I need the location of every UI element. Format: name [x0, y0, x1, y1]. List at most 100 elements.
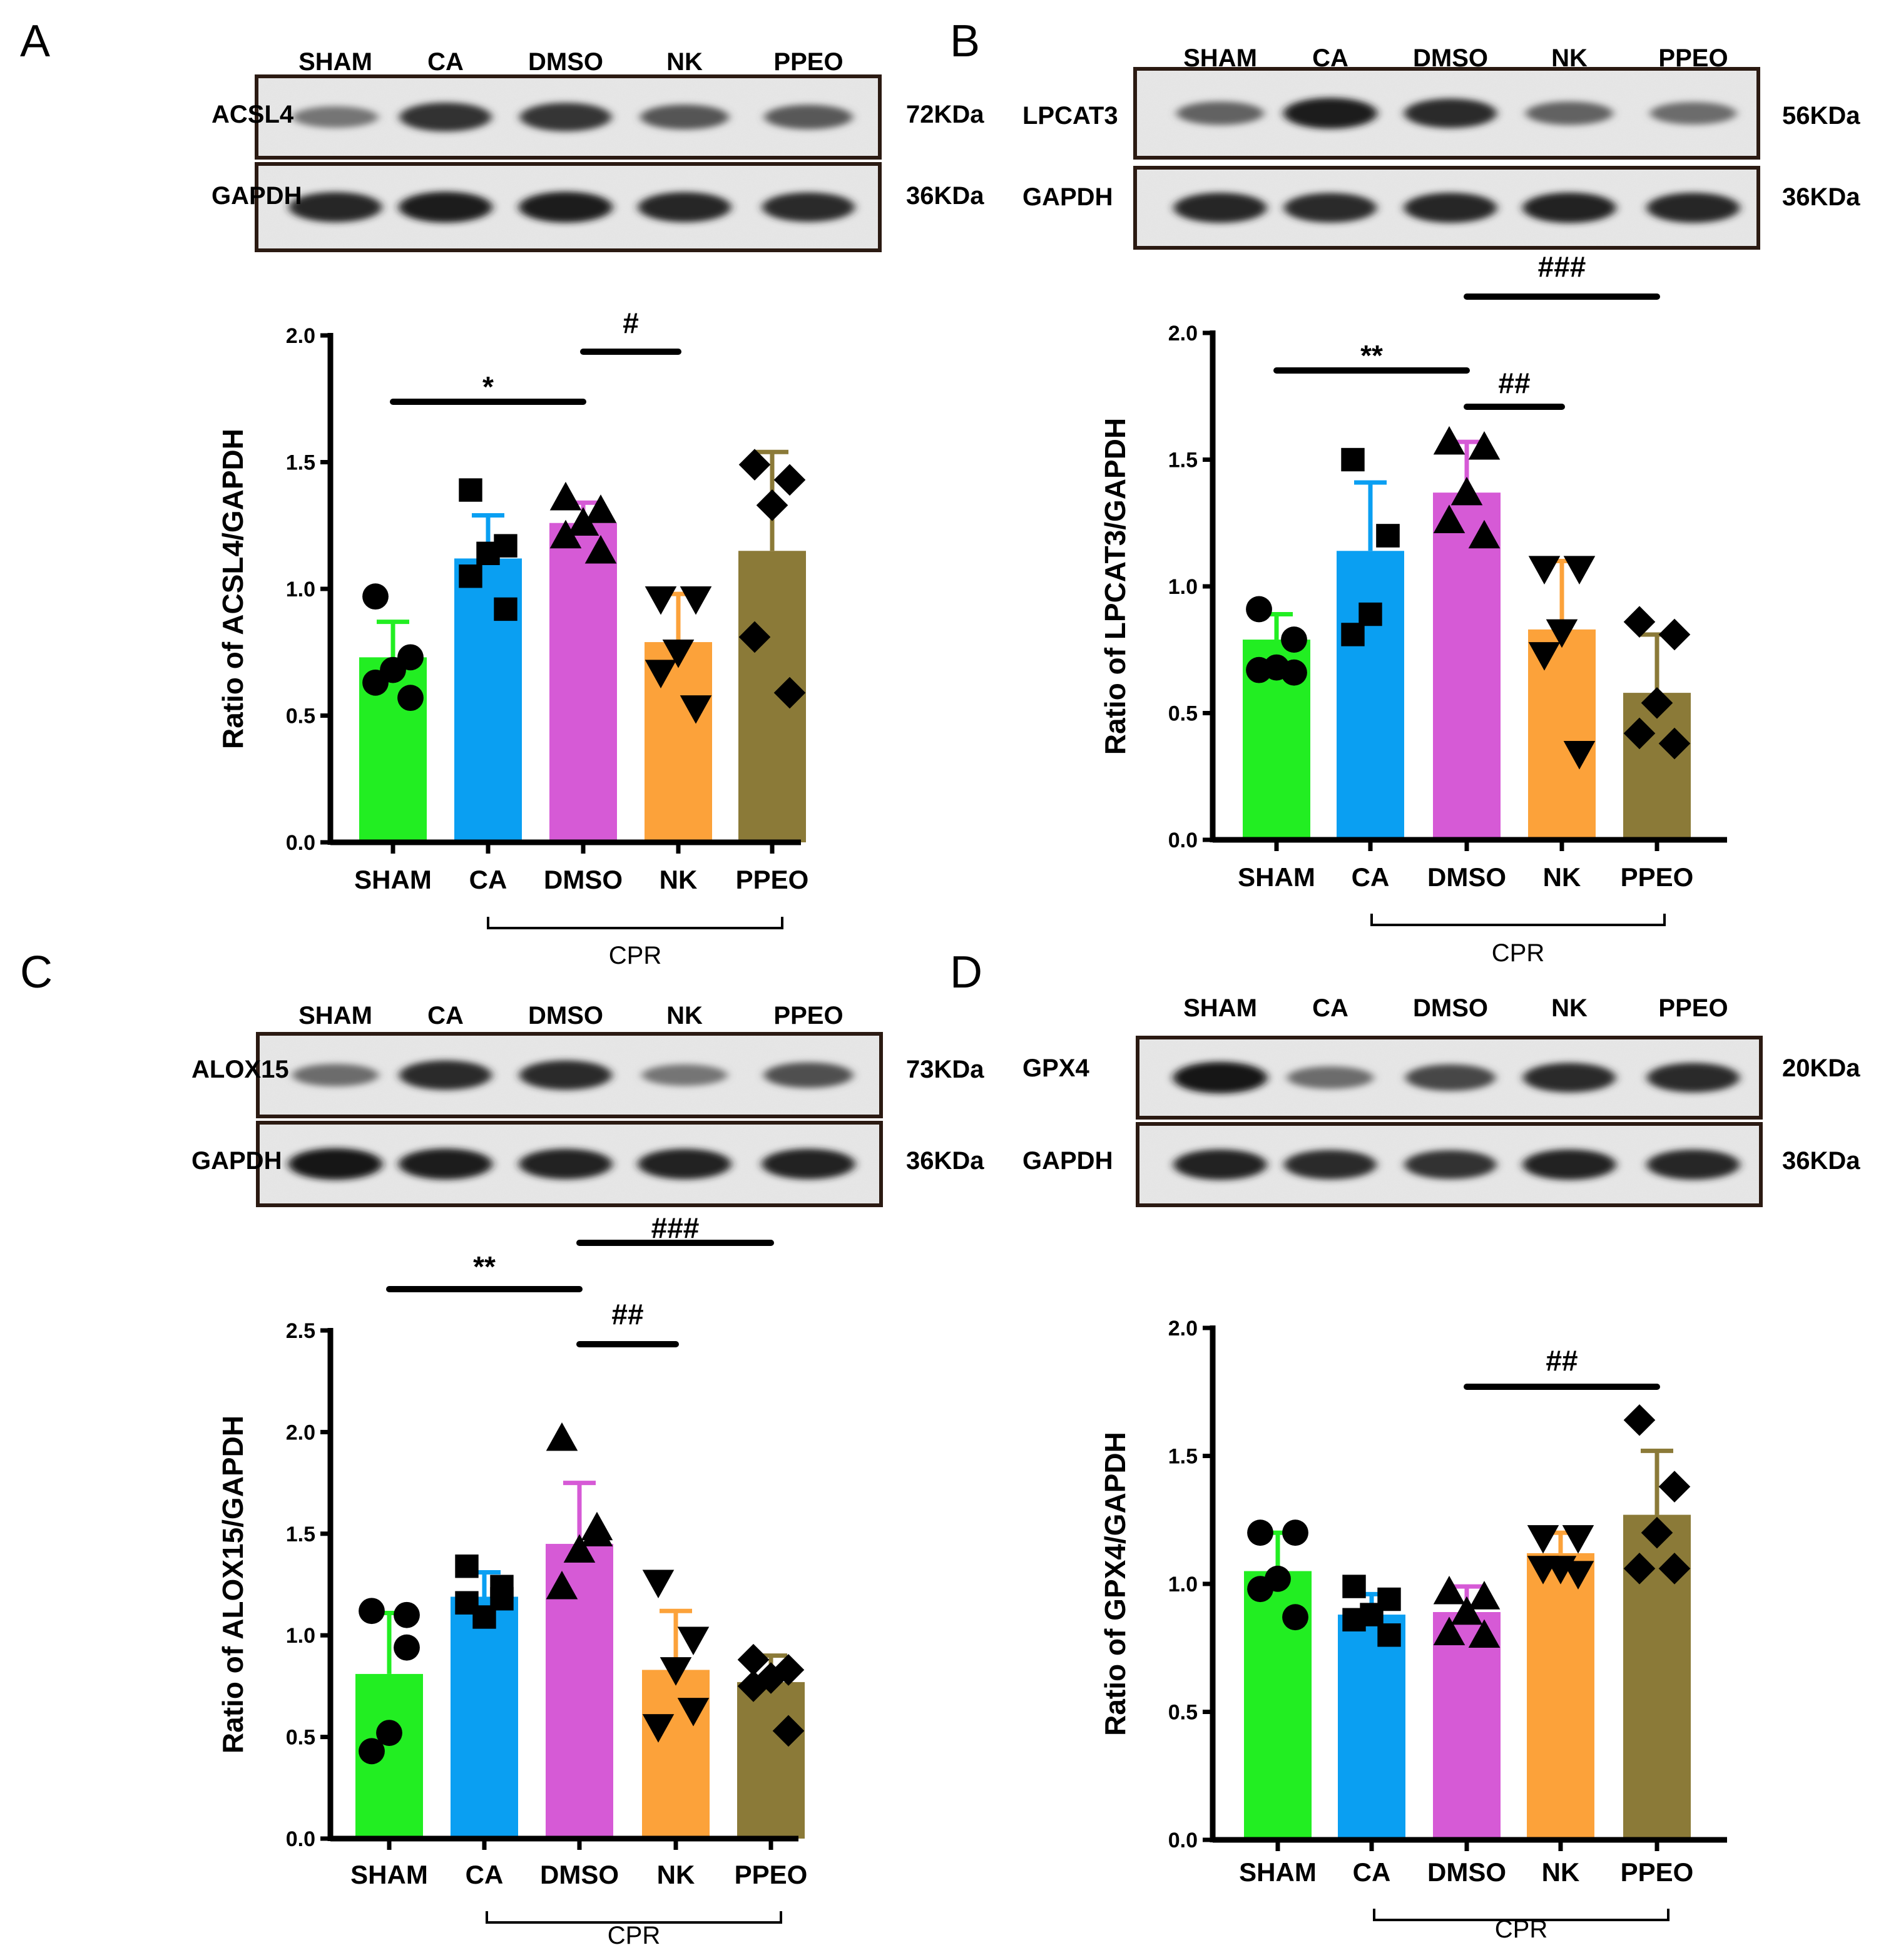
blot-protein-label: GAPDH: [1022, 1147, 1113, 1175]
significance-label: *: [482, 370, 494, 403]
group-label: CPR: [608, 1922, 660, 1949]
data-point: [1450, 1596, 1483, 1625]
western-blot: SHAM CA DMSO NK PPEO GPX4 20KDa GAPDH 36KDa: [1022, 994, 1860, 1207]
panel-letter: D: [950, 947, 982, 998]
blot-band: [640, 105, 729, 130]
blot-band: [399, 1148, 492, 1180]
blot-lane-label: CA: [427, 1002, 464, 1029]
data-point: [737, 1670, 770, 1702]
blot-band: [1287, 1066, 1374, 1089]
data-point: [1563, 556, 1596, 584]
data-point: [1468, 1619, 1501, 1648]
blot-band: [1283, 193, 1377, 223]
data-point: [546, 1422, 578, 1451]
data-point: [1528, 642, 1561, 671]
bar-nk: [1528, 629, 1596, 840]
data-point: [1641, 1516, 1673, 1549]
data-point: [1247, 1519, 1273, 1546]
significance-label: ###: [651, 1212, 700, 1244]
data-point: [490, 1587, 514, 1611]
bar-ca: [1337, 551, 1404, 840]
data-point: [567, 507, 599, 536]
data-point: [1246, 596, 1272, 623]
data-point: [773, 676, 806, 709]
blot-band: [1523, 1063, 1616, 1093]
y-tick-label: 2.0: [286, 1421, 315, 1444]
blot-strip-lpcat3: LPCAT3 56KDa: [1022, 67, 1860, 160]
blot-protein-label: ACSL4: [212, 101, 294, 128]
data-point: [1658, 1553, 1691, 1585]
data-point: [1342, 1575, 1366, 1598]
blot-band: [519, 1148, 613, 1180]
data-point: [1658, 618, 1691, 651]
y-axis-title: Ratio of ACSL4/GAPDH: [217, 429, 249, 749]
blot-protein-label: GAPDH: [191, 1147, 282, 1175]
y-tick-label: 0.0: [286, 831, 315, 855]
blot-lane-label: DMSO: [528, 48, 603, 76]
blot-lane-label: NK: [666, 48, 703, 76]
data-point: [738, 621, 771, 653]
x-category-label: NK: [660, 865, 698, 894]
y-tick-label: 0.5: [286, 1726, 315, 1750]
bar-dmso: [549, 523, 617, 842]
y-axis-title: Ratio of LPCAT3/GAPDH: [1099, 418, 1131, 755]
x-category-label: CA: [469, 865, 507, 894]
data-point: [680, 695, 712, 724]
blot-band: [519, 1060, 612, 1090]
data-point: [549, 519, 582, 549]
x-category-label: CA: [1352, 862, 1390, 892]
blot-band: [1173, 1061, 1268, 1094]
data-point: [1376, 524, 1400, 548]
data-point: [755, 1662, 787, 1694]
data-point: [1623, 717, 1656, 750]
blot-protein-label: LPCAT3: [1022, 102, 1118, 130]
panel-d: D SHAM CA DMSO NK PPEO GPX4 20KDa GAPDH 36KDa Rati…: [950, 947, 1860, 1943]
blot-protein-label: ALOX15: [191, 1056, 289, 1083]
blot-band: [1522, 1149, 1616, 1180]
blot-band: [638, 191, 731, 223]
x-category-label: SHAM: [354, 865, 432, 894]
x-category-label: SHAM: [350, 1860, 428, 1889]
significance-label: **: [1360, 339, 1383, 372]
data-point: [1623, 1404, 1656, 1436]
data-point: [455, 1591, 479, 1615]
blot-band: [762, 192, 855, 222]
blot-band: [764, 105, 853, 130]
data-point: [660, 1657, 692, 1686]
blot-band: [399, 1060, 492, 1090]
data-point: [642, 1714, 675, 1743]
data-point: [394, 1601, 420, 1628]
blot-band: [1404, 192, 1497, 223]
blot-strip-gapdh: GAPDH 36KDa: [212, 162, 984, 252]
data-point: [1468, 1581, 1501, 1610]
data-point: [1450, 476, 1483, 506]
data-point: [1623, 1553, 1656, 1585]
data-point: [1658, 1471, 1691, 1503]
data-point: [1658, 727, 1691, 760]
data-point: [756, 489, 788, 521]
significance-label: ##: [1498, 367, 1530, 399]
data-point: [362, 669, 389, 696]
y-tick-label: 0.0: [1168, 1829, 1198, 1852]
blot-band: [1173, 192, 1267, 223]
group-label: CPR: [1495, 1916, 1547, 1943]
bar-chart: Ratio of ALOX15/GAPDH 0.0 0.5 1.0 1.5 2.0 2.5 S…: [217, 1212, 807, 1949]
x-category-label: PPEO: [736, 865, 809, 894]
y-tick-label: 2.0: [1168, 1317, 1198, 1340]
bar-dmso: [1433, 493, 1501, 840]
data-point: [738, 449, 771, 481]
blot-band: [288, 1148, 383, 1180]
data-point: [680, 586, 712, 615]
y-tick-label: 1.0: [286, 1624, 315, 1648]
data-point: [737, 1643, 770, 1676]
blot-strip-gpx4: GPX4 20KDa: [1022, 1036, 1860, 1120]
y-tick-label: 2.5: [286, 1319, 315, 1343]
data-point: [549, 481, 582, 511]
data-point: [1342, 1608, 1366, 1631]
y-tick-label: 1.0: [1168, 575, 1198, 599]
x-category-label: NK: [1543, 862, 1581, 892]
data-point: [1247, 1576, 1273, 1603]
y-tick-label: 1.0: [1168, 1573, 1198, 1596]
